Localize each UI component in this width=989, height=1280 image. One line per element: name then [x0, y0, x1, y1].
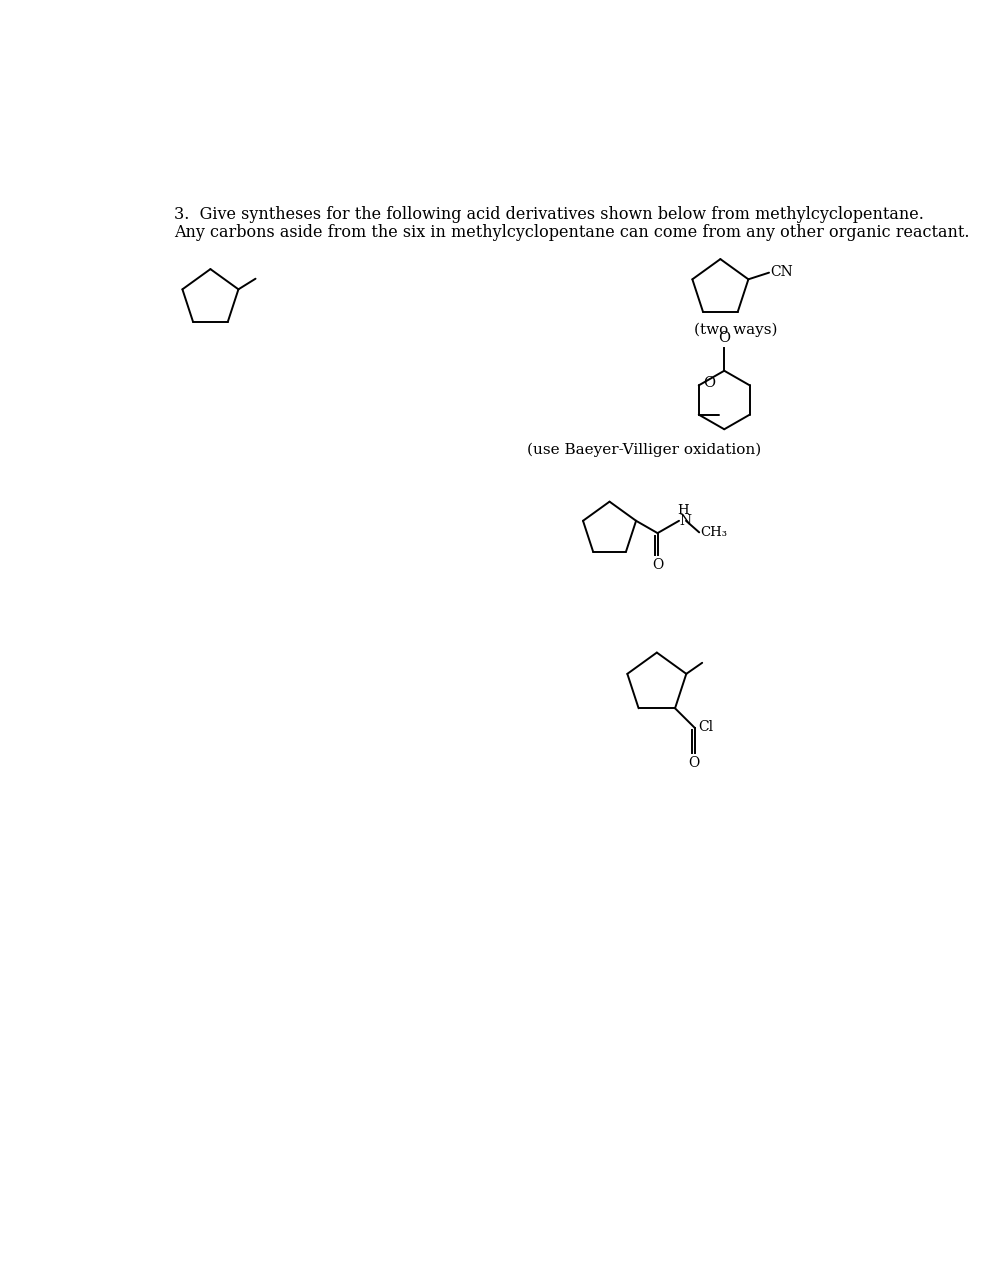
- Text: O: O: [688, 755, 699, 769]
- Text: 3.  Give syntheses for the following acid derivatives shown below from methylcyc: 3. Give syntheses for the following acid…: [174, 206, 924, 223]
- Text: O: O: [718, 330, 730, 344]
- Text: CH₃: CH₃: [701, 526, 728, 539]
- Text: H: H: [677, 503, 688, 517]
- Text: Any carbons aside from the six in methylcyclopentane can come from any other org: Any carbons aside from the six in methyl…: [174, 224, 969, 242]
- Text: Cl: Cl: [698, 721, 713, 735]
- Text: (use Baeyer-Villiger oxidation): (use Baeyer-Villiger oxidation): [526, 443, 761, 457]
- Text: (two ways): (two ways): [694, 323, 777, 338]
- Text: O: O: [652, 558, 664, 572]
- Text: N: N: [679, 513, 692, 527]
- Text: O: O: [703, 376, 715, 390]
- Text: CN: CN: [769, 265, 792, 279]
